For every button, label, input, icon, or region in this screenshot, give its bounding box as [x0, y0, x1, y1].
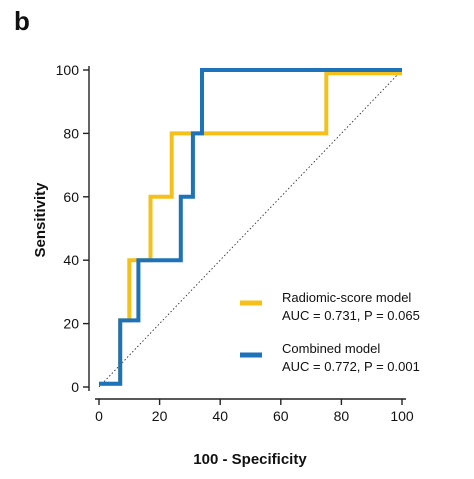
y-tick-label: 20	[63, 316, 79, 332]
y-tick-label: 80	[63, 125, 79, 141]
legend-name-2: Combined model	[282, 341, 380, 356]
legend-stat-2: AUC = 0.772, P = 0.001	[282, 359, 420, 374]
x-tick-label: 40	[212, 408, 228, 424]
y-axis-title: Sensitivity	[32, 182, 49, 258]
x-tick-label: 80	[334, 408, 350, 424]
y-tick-label: 60	[63, 189, 79, 205]
x-tick-label: 0	[95, 408, 103, 424]
legend-stat-1: AUC = 0.731, P = 0.065	[282, 308, 420, 323]
roc-curve-combined	[99, 68, 402, 386]
y-tick-label: 0	[71, 379, 79, 395]
y-tick-label: 100	[56, 62, 80, 78]
y-tick-label: 40	[63, 252, 79, 268]
x-tick-label: 100	[390, 408, 414, 424]
reference-line-layer	[98, 69, 403, 388]
reference-diagonal-line	[98, 69, 403, 388]
series-layer	[99, 68, 402, 386]
x-tick-label: 20	[152, 408, 168, 424]
x-axis-title: 100 - Specificity	[193, 451, 307, 468]
legend-name-1: Radiomic-score model	[282, 290, 411, 305]
axes: 0 20 40 60 80 100 0 20 40 60 80 100	[56, 62, 414, 424]
x-tick-label: 60	[273, 408, 289, 424]
panel-label: b	[14, 6, 30, 36]
legend: Radiomic-score model AUC = 0.731, P = 0.0…	[240, 290, 420, 374]
